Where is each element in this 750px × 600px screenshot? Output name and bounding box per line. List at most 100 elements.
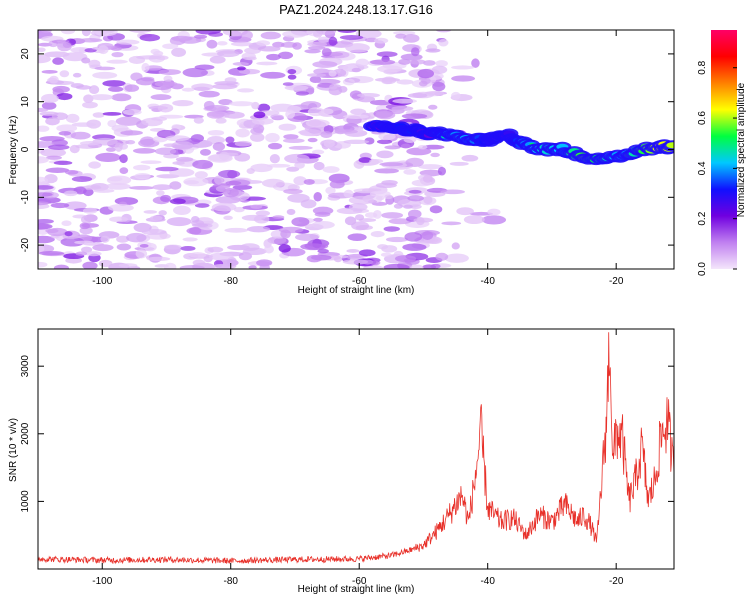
colorbar-tick-label: 0.8 (697, 60, 708, 74)
heatmap-noise-blob (422, 144, 445, 150)
heatmap-noise-blob (282, 82, 294, 86)
heatmap-noise-blob (347, 233, 367, 241)
heatmap-noise-blob (375, 182, 397, 188)
heatmap-noise-blob (133, 164, 151, 171)
colorbar-tick-label: 0.2 (697, 211, 708, 225)
heatmap-noise-blob (376, 139, 393, 145)
heatmap-noise-blob (114, 142, 123, 152)
heatmap-noise-blob (38, 107, 49, 113)
heatmap-noise-blob (404, 232, 423, 242)
heatmap-noise-blob (376, 150, 394, 159)
heatmap-noise-blob (38, 218, 54, 224)
heatmap-noise-blob (198, 90, 220, 98)
heatmap-noise-blob (38, 176, 49, 185)
x-tick-label: -100 (92, 576, 112, 587)
y-tick-label: 1000 (20, 490, 31, 513)
heatmap-noise-blob (169, 181, 182, 190)
heatmap-noise-blob (369, 159, 384, 164)
heatmap-noise-blob (260, 71, 286, 79)
heatmap-noise-blob (126, 232, 147, 243)
heatmap-noise-blob (355, 58, 369, 67)
heatmap-noise-blob (441, 221, 462, 226)
heatmap-noise-blob (328, 36, 338, 46)
heatmap-noise-blob (125, 140, 136, 145)
heatmap-noise-blob (135, 249, 148, 259)
heatmap-noise-blob (270, 114, 284, 120)
heatmap-noise-blob (407, 92, 428, 99)
heatmap-noise-blob (81, 57, 91, 64)
heatmap-noise-blob (435, 60, 448, 67)
heatmap-noise-blob (311, 220, 335, 229)
heatmap-noise-blob (62, 52, 88, 62)
heatmap-noise-blob (286, 208, 296, 215)
colorbar-tick-label: 0.4 (697, 161, 708, 175)
heatmap-noise-blob (69, 144, 80, 154)
heatmap-noise-blob (60, 237, 85, 247)
heatmap-noise-blob (388, 218, 412, 225)
heatmap-noise-blob (378, 132, 396, 141)
heatmap-noise-blob (48, 75, 59, 84)
heatmap-noise-blob (124, 84, 140, 92)
heatmap-noise-blob (70, 131, 91, 140)
heatmap-noise-blob (294, 161, 305, 169)
heatmap-noise-blob (300, 243, 326, 251)
heatmap-noise-blob (193, 117, 204, 124)
heatmap-noise-blob (284, 153, 310, 164)
heatmap-noise-blob (312, 149, 325, 155)
heatmap-noise-blob (354, 214, 365, 221)
heatmap-noise-blob (92, 244, 114, 252)
heatmap-noise-blob (377, 65, 403, 73)
heatmap-noise-blob (172, 144, 193, 149)
heatmap-noise-blob (38, 192, 53, 197)
heatmap-noise-blob (381, 212, 404, 219)
heatmap-noise-blob (431, 65, 448, 74)
heatmap-noise-blob (188, 252, 207, 258)
heatmap-noise-blob (45, 167, 70, 173)
heatmap-noise-blob (40, 148, 67, 158)
heatmap-noise-blob (93, 188, 115, 193)
heatmap-noise-blob (232, 62, 250, 66)
heatmap-noise-blob (392, 98, 418, 104)
heatmap-noise-blob (463, 215, 485, 225)
heatmap-noise-blob (180, 245, 196, 251)
heatmap-noise-blob (223, 215, 233, 221)
heatmap-noise-blob (58, 131, 72, 136)
heatmap-noise-blob (400, 143, 411, 149)
heatmap-noise-blob (53, 160, 73, 166)
heatmap-noise-blob (346, 249, 360, 253)
heatmap-noise-blob (49, 118, 60, 123)
heatmap-noise-blob (171, 124, 182, 130)
heatmap-noise-blob (251, 117, 274, 125)
heatmap-noise-blob (396, 79, 414, 85)
heatmap-noise-blob (278, 123, 297, 131)
heatmap-noise-blob (229, 101, 255, 107)
heatmap-noise-blob (59, 70, 70, 78)
heatmap-noise-blob (295, 91, 309, 96)
heatmap-noise-blob (347, 255, 361, 260)
heatmap-noise-blob (230, 41, 253, 47)
heatmap-noise-blob (82, 101, 98, 109)
heatmap-noise-blob (312, 60, 338, 68)
heatmap-noise-blob (61, 220, 72, 227)
heatmap-noise-blob (191, 216, 200, 223)
heatmap-noise-blob (423, 60, 436, 66)
snr-series-line (38, 332, 674, 565)
heatmap-noise-blob (328, 70, 337, 77)
heatmap-noise-blob (246, 56, 257, 61)
heatmap-noise-blob (432, 81, 446, 92)
heatmap-noise-blob (250, 127, 264, 135)
heatmap-noise-blob (163, 75, 173, 83)
heatmap-noise-blob (225, 136, 235, 144)
heatmap-noise-blob (282, 30, 307, 38)
heatmap-noise-blob (435, 252, 449, 261)
heatmap-noise-blob (374, 37, 389, 44)
heatmap-noise-blob (283, 134, 299, 140)
heatmap-noise-blob (88, 161, 101, 169)
heatmap-noise-blob (375, 110, 396, 120)
snr-panel: -100 -80 -60 -40 -20 1000 2000 3000 Height of … (8, 328, 675, 595)
heatmap-noise-blob (394, 255, 417, 263)
heatmap-noise-blob (89, 85, 100, 95)
heatmap-noise-blob (370, 230, 385, 238)
heatmap-noise-blob (38, 245, 45, 253)
